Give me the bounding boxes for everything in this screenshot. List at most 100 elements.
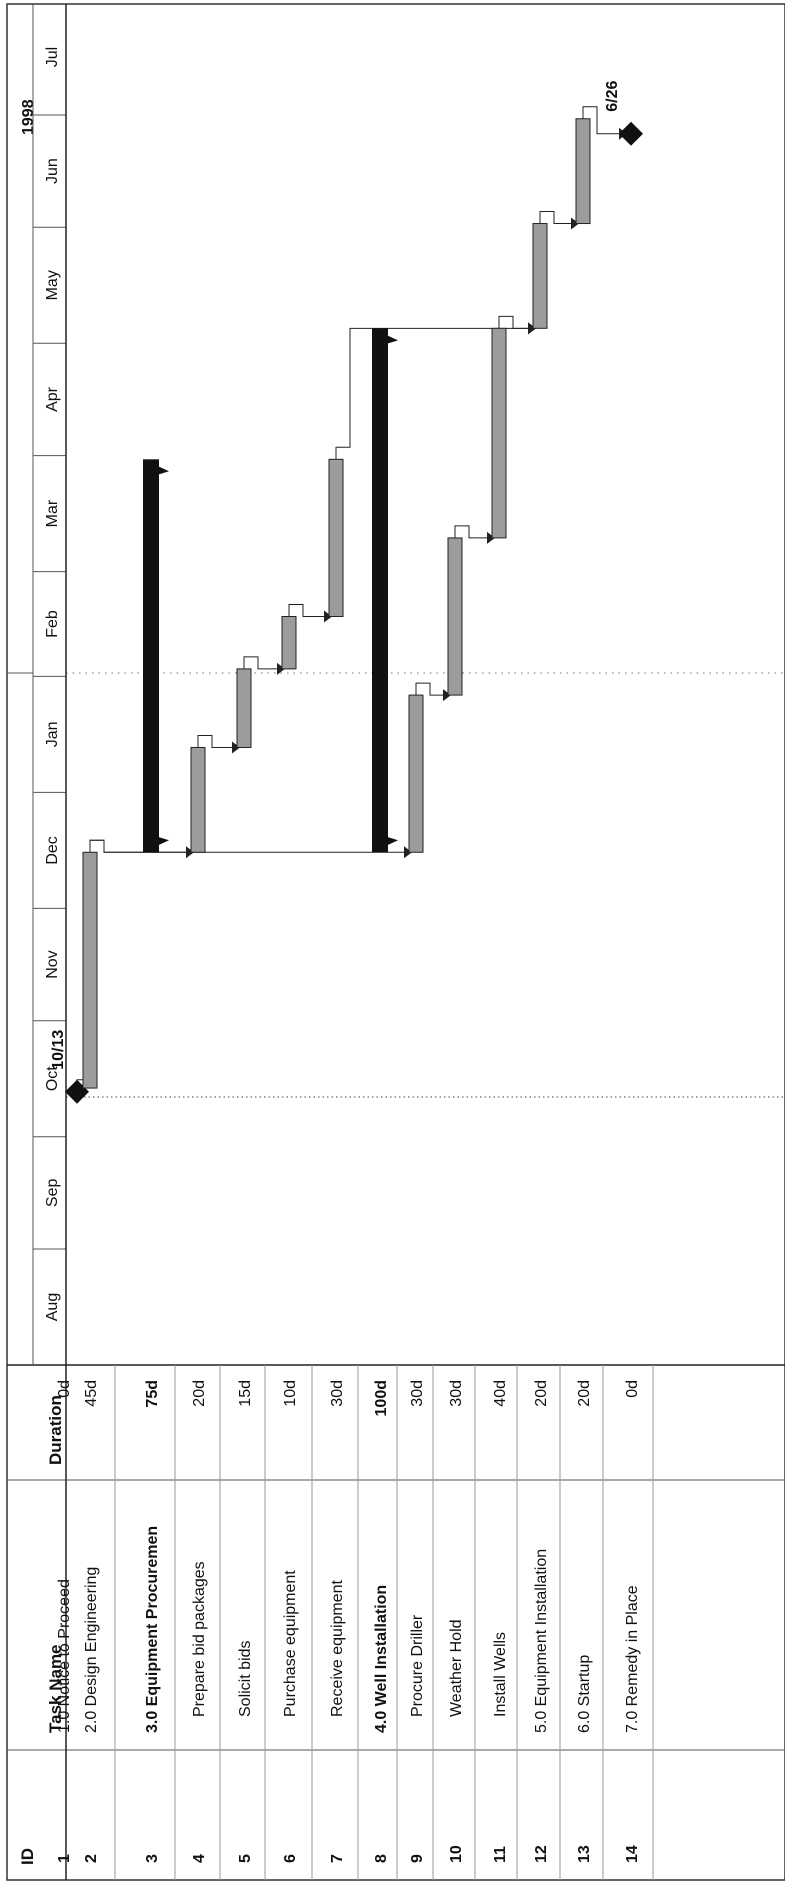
id-column-header: ID xyxy=(18,1848,37,1865)
dependency-arrow xyxy=(487,531,495,544)
month-label: Apr xyxy=(44,386,61,412)
milestone-label: 6/26 xyxy=(604,80,621,111)
table-frame xyxy=(6,3,785,1881)
month-label: Feb xyxy=(44,610,61,638)
task-name: 6.0 Startup xyxy=(576,1655,593,1733)
task-name-column-header: Task Name xyxy=(46,1644,65,1733)
table-row: 3 3.0 Equipment Procuremen 75d xyxy=(144,1380,161,1863)
month-label: Nov xyxy=(44,950,61,978)
task-duration: 20d xyxy=(576,1380,593,1407)
table-row: 13 6.0 Startup 20d xyxy=(576,1380,593,1863)
duration-column-header: Duration xyxy=(46,1395,65,1465)
dependency-arrow xyxy=(232,741,240,754)
task-bar xyxy=(575,118,591,225)
dependency-link xyxy=(89,839,404,853)
summary-bar xyxy=(143,459,159,853)
table-row: 1 1.0 Notice to Proceed 0d xyxy=(56,1380,73,1863)
task-bar xyxy=(532,223,548,329)
table-row: 14 7.0 Remedy in Place 0d xyxy=(624,1380,641,1863)
summary-end-cap xyxy=(143,459,169,480)
month-label: Oct xyxy=(44,1066,61,1091)
task-duration: 20d xyxy=(533,1380,550,1407)
task-id: 13 xyxy=(576,1845,593,1863)
table-row: 2 2.0 Design Engineering 45d xyxy=(83,1380,100,1863)
table-grid xyxy=(7,4,785,1880)
task-duration: 30d xyxy=(409,1380,426,1407)
task-duration: 20d xyxy=(191,1380,208,1407)
task-duration: 40d xyxy=(492,1380,509,1407)
summary-bar xyxy=(372,328,388,853)
task-id: 3 xyxy=(144,1854,161,1863)
table-row: 6 Purchase equipment 10d xyxy=(282,1380,299,1863)
task-name: 3.0 Equipment Procuremen xyxy=(144,1526,161,1733)
task-id: 10 xyxy=(448,1845,465,1863)
task-duration: 100d xyxy=(373,1380,390,1416)
dependency-link xyxy=(197,734,232,748)
task-name: 1.0 Notice to Proceed xyxy=(56,1579,73,1733)
timescale-year: 1998 xyxy=(20,99,37,135)
dependency-arrow xyxy=(324,610,332,623)
task-name: 2.0 Design Engineering xyxy=(83,1567,100,1733)
month-label: Mar xyxy=(44,499,61,527)
task-bar xyxy=(82,851,98,1089)
task-name: Purchase equipment xyxy=(282,1570,299,1717)
task-bar xyxy=(447,537,463,696)
task-id: 7 xyxy=(329,1854,346,1863)
milestone-label: 10/13 xyxy=(50,1030,67,1070)
task-id: 1 xyxy=(56,1854,73,1863)
month-label: Sep xyxy=(44,1179,61,1208)
task-id: 5 xyxy=(237,1854,254,1863)
task-bar xyxy=(281,615,297,670)
dependency-arrow xyxy=(404,846,412,859)
summary-start-cap xyxy=(372,832,398,853)
task-duration: 75d xyxy=(144,1380,161,1408)
table-row: 4 Prepare bid packages 20d xyxy=(191,1380,208,1863)
dependency-link xyxy=(582,106,619,135)
table-row: 10 Weather Hold 30d xyxy=(448,1380,465,1863)
task-id: 11 xyxy=(492,1846,509,1863)
dependency-link xyxy=(288,604,324,617)
task-bar xyxy=(491,327,507,539)
task-duration: 10d xyxy=(282,1380,299,1407)
dependency-link xyxy=(335,327,528,460)
task-name: Weather Hold xyxy=(448,1619,465,1717)
table-row: 5 Solicit bids 15d xyxy=(237,1380,254,1863)
task-bar xyxy=(408,694,424,853)
table-row: 7 Receive equipment 30d xyxy=(329,1380,346,1863)
dependency-link xyxy=(243,656,277,670)
dependency-arrow xyxy=(571,217,579,230)
dependency-link xyxy=(415,682,443,696)
summary-end-cap xyxy=(372,328,398,349)
task-name: Receive equipment xyxy=(329,1579,346,1717)
task-duration: 0d xyxy=(56,1380,73,1398)
task-duration: 15d xyxy=(237,1380,254,1407)
dependency-arrow xyxy=(528,322,536,335)
task-id: 14 xyxy=(624,1845,641,1863)
task-id: 2 xyxy=(83,1854,100,1863)
task-id: 6 xyxy=(282,1854,299,1863)
task-id: 8 xyxy=(373,1854,390,1863)
milestone-marker xyxy=(619,121,643,146)
task-name: Install Wells xyxy=(492,1632,509,1717)
month-label: Dec xyxy=(44,836,61,864)
table-row: 12 5.0 Equipment Installation 20d xyxy=(533,1380,550,1863)
task-name: 5.0 Equipment Installation xyxy=(533,1549,550,1733)
task-name: Procure Driller xyxy=(409,1614,426,1717)
month-label: Aug xyxy=(44,1293,61,1321)
dependency-link xyxy=(454,525,487,539)
dependency-link xyxy=(498,315,528,329)
task-duration: 0d xyxy=(624,1380,641,1398)
table-row: 8 4.0 Well Installation 100d xyxy=(373,1380,390,1863)
task-name: Solicit bids xyxy=(237,1641,254,1717)
table-row: 9 Procure Driller 30d xyxy=(409,1380,426,1863)
task-duration: 45d xyxy=(83,1380,100,1407)
month-label: May xyxy=(44,270,61,300)
month-label: Jul xyxy=(44,47,61,67)
task-id: 4 xyxy=(191,1854,208,1863)
task-bar xyxy=(328,458,344,617)
month-label: Jun xyxy=(44,158,61,184)
table-row: 11 Install Wells 40d xyxy=(492,1380,509,1863)
task-name: Prepare bid packages xyxy=(191,1561,208,1717)
